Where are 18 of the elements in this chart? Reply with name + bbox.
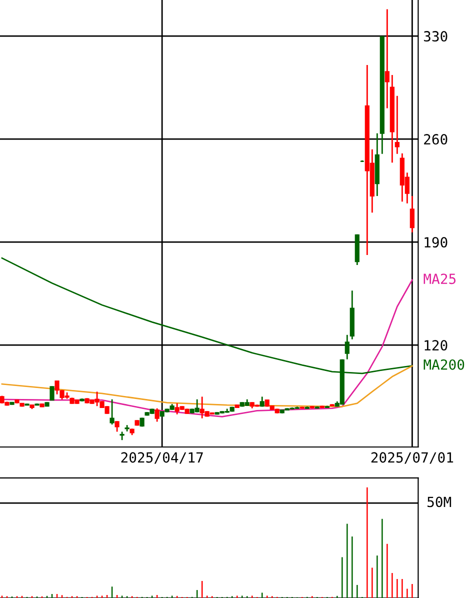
y-tick-label: 190 [424,237,448,248]
y-tick-label: 330 [424,31,448,42]
candlestick [410,195,414,234]
series-label: MA200 [424,359,464,370]
y-tick-label: 120 [424,340,448,351]
x-tick-label: 2025/04/17 [121,452,203,464]
candlestick [50,386,54,402]
candlestick [114,420,120,432]
y-tick-label: 260 [424,134,448,145]
candlestick [110,398,114,426]
series-label: MA25 [424,274,456,284]
candlestick [394,95,400,155]
candlestick [384,8,390,109]
line-series [1,365,413,408]
x-tick-label: 2025/07/01 [371,452,454,464]
candlestick [154,408,160,422]
ref-line-label: 50M [428,496,452,508]
candlestick [344,334,350,360]
